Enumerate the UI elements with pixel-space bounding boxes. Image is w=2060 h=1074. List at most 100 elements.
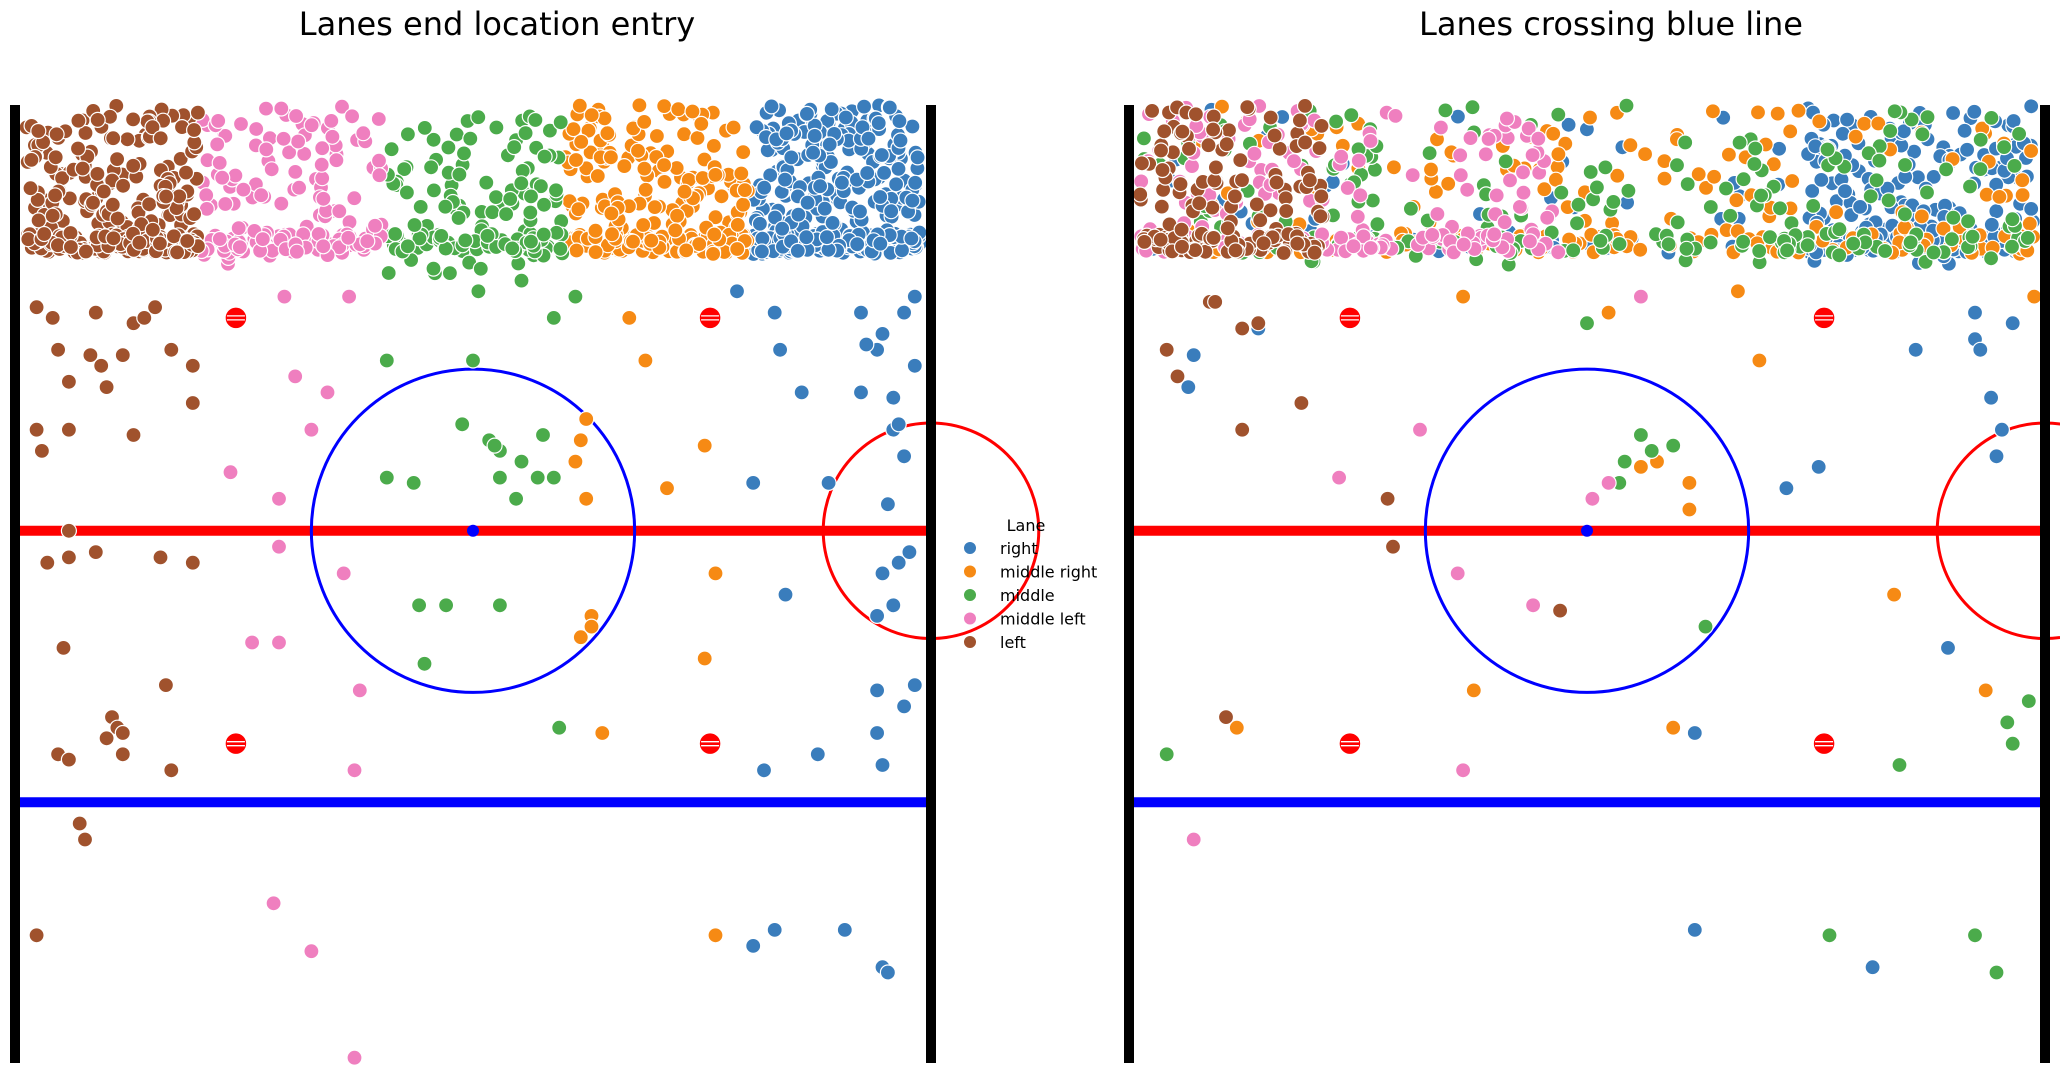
data-point bbox=[55, 639, 72, 657]
data-point bbox=[491, 469, 508, 486]
data-point bbox=[887, 176, 905, 193]
data-point bbox=[751, 215, 769, 232]
data-point bbox=[44, 309, 61, 326]
data-point bbox=[707, 209, 724, 226]
data-point bbox=[303, 421, 320, 438]
data-point bbox=[1352, 187, 1369, 204]
data-point bbox=[855, 98, 873, 115]
data-point bbox=[713, 188, 730, 205]
data-point bbox=[144, 221, 161, 238]
data-point bbox=[1227, 242, 1244, 259]
data-point bbox=[411, 597, 428, 614]
data-point bbox=[1152, 142, 1170, 159]
data-point bbox=[1686, 724, 1703, 742]
data-point bbox=[265, 895, 282, 912]
data-point bbox=[378, 469, 395, 486]
data-point bbox=[1988, 448, 2005, 465]
data-point bbox=[248, 120, 265, 138]
data-point bbox=[783, 149, 800, 166]
data-point bbox=[874, 756, 891, 774]
data-point bbox=[1133, 155, 1151, 172]
data-point bbox=[1819, 141, 1836, 158]
data-point bbox=[1851, 198, 1869, 215]
data-point bbox=[895, 304, 913, 321]
data-point bbox=[1355, 228, 1372, 245]
data-point bbox=[315, 238, 332, 255]
data-point bbox=[670, 101, 687, 118]
data-point bbox=[1620, 182, 1637, 199]
data-point bbox=[1681, 474, 1698, 491]
data-point bbox=[1233, 172, 1251, 189]
data-point bbox=[1972, 131, 1989, 148]
data-point bbox=[314, 170, 331, 187]
data-point bbox=[1845, 235, 1862, 252]
data-point bbox=[745, 937, 762, 955]
data-point bbox=[1285, 153, 1303, 170]
data-point bbox=[745, 474, 762, 491]
data-point bbox=[60, 421, 78, 438]
data-point bbox=[798, 105, 816, 123]
data-point bbox=[1885, 586, 1903, 603]
data-point bbox=[1553, 184, 1570, 201]
data-point bbox=[552, 240, 569, 257]
data-point bbox=[486, 437, 503, 454]
data-point bbox=[1972, 341, 1989, 358]
data-point bbox=[1404, 167, 1421, 184]
data-point bbox=[211, 154, 228, 171]
data-point bbox=[1665, 437, 1682, 454]
data-point bbox=[158, 188, 175, 205]
data-point bbox=[502, 190, 519, 208]
data-point bbox=[879, 964, 897, 981]
data-point bbox=[1751, 352, 1768, 369]
data-point bbox=[766, 304, 783, 321]
data-point bbox=[1313, 188, 1330, 205]
data-point bbox=[874, 565, 891, 582]
center-circle bbox=[309, 367, 637, 694]
data-point bbox=[763, 98, 780, 115]
data-point bbox=[346, 762, 363, 779]
data-point bbox=[366, 217, 384, 234]
data-point bbox=[1919, 108, 1936, 126]
data-point bbox=[1333, 148, 1350, 165]
data-point bbox=[47, 149, 64, 166]
data-point bbox=[313, 156, 330, 173]
data-point bbox=[179, 232, 196, 250]
data-point bbox=[77, 124, 94, 142]
data-point bbox=[1143, 102, 1161, 120]
data-point bbox=[1301, 172, 1318, 189]
data-point bbox=[1136, 233, 1153, 250]
data-point bbox=[152, 130, 169, 147]
data-point bbox=[1570, 196, 1587, 213]
data-point bbox=[76, 831, 94, 848]
data-point bbox=[1135, 130, 1153, 147]
data-point bbox=[1275, 244, 1292, 262]
data-point bbox=[287, 368, 304, 385]
data-point bbox=[580, 122, 597, 139]
data-point bbox=[346, 190, 363, 207]
data-point bbox=[437, 198, 454, 215]
data-point bbox=[1293, 394, 1310, 412]
data-point bbox=[324, 128, 341, 145]
faceoff-dot bbox=[1812, 731, 1836, 756]
data-point bbox=[1185, 831, 1202, 848]
data-point bbox=[1937, 161, 1955, 178]
data-point bbox=[885, 389, 902, 406]
data-point bbox=[1429, 205, 1446, 223]
data-point bbox=[1982, 250, 2000, 267]
data-point bbox=[2004, 315, 2021, 332]
data-point bbox=[288, 243, 305, 260]
data-point bbox=[276, 288, 293, 305]
data-point bbox=[811, 178, 829, 195]
data-point bbox=[1132, 186, 1149, 203]
data-point bbox=[1876, 242, 1894, 260]
data-point bbox=[487, 189, 505, 206]
data-point bbox=[270, 490, 288, 507]
data-point bbox=[44, 207, 61, 224]
data-point bbox=[621, 309, 638, 326]
data-point bbox=[676, 183, 693, 200]
data-point bbox=[163, 762, 180, 779]
data-point bbox=[707, 166, 724, 183]
data-point bbox=[186, 121, 203, 139]
data-point bbox=[1158, 746, 1175, 763]
